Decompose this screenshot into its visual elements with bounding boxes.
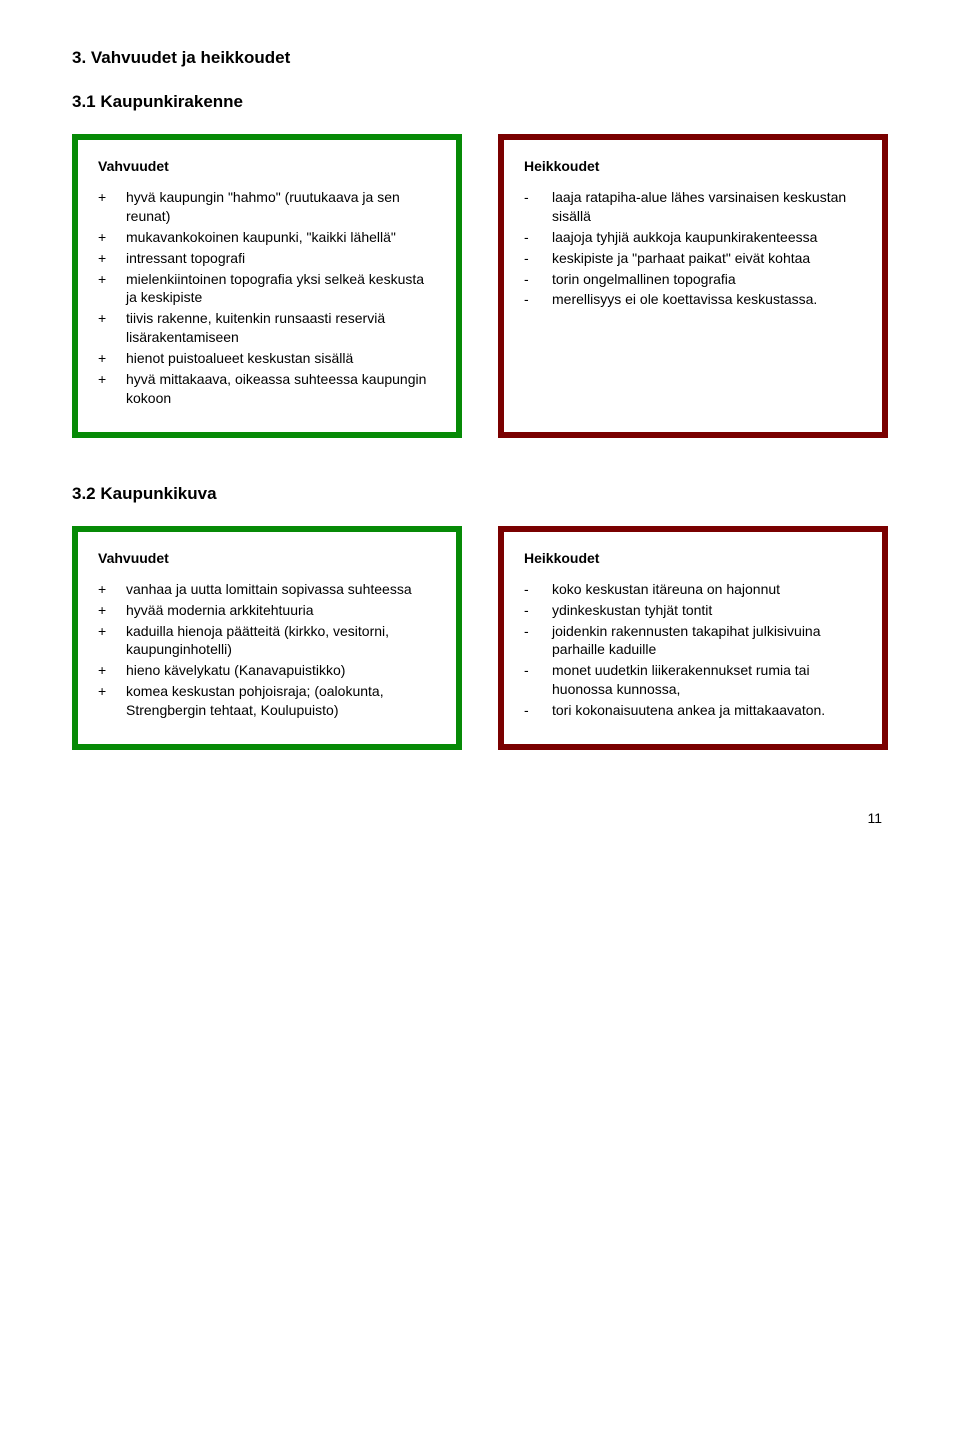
list-item-text: keskipiste ja "parhaat paikat" eivät koh… [552,249,862,268]
list-item: +vanhaa ja uutta lomittain sopivassa suh… [98,580,436,599]
list-item: -keskipiste ja "parhaat paikat" eivät ko… [524,249,862,268]
list-item-text: hyvä kaupungin "hahmo" (ruutukaava ja se… [126,188,436,226]
list-item-text: merellisyys ei ole koettavissa keskustas… [552,290,862,309]
list-marker: - [524,601,552,620]
list-item-text: laajoja tyhjiä aukkoja kaupunkirakentees… [552,228,862,247]
list-item: +hienot puistoalueet keskustan sisällä [98,349,436,368]
subsection-3-1-heading: 3.1 Kaupunkirakenne [72,92,888,112]
list-item: -joidenkin rakennusten takapihat julkisi… [524,622,862,660]
list-marker: - [524,622,552,660]
list-item-text: hyvä mittakaava, oikeassa suhteessa kaup… [126,370,436,408]
list-item: -koko keskustan itäreuna on hajonnut [524,580,862,599]
list-item-text: tori kokonaisuutena ankea ja mittakaavat… [552,701,862,720]
heikkoudet-title-3-2: Heikkoudet [524,550,862,566]
list-marker: + [98,682,126,720]
list-item: -laaja ratapiha-alue lähes varsinaisen k… [524,188,862,226]
list-marker: - [524,701,552,720]
list-marker: + [98,228,126,247]
list-item-text: intressant topografi [126,249,436,268]
list-item: -monet uudetkin liikerakennukset rumia t… [524,661,862,699]
list-item-text: laaja ratapiha-alue lähes varsinaisen ke… [552,188,862,226]
subsection-3-2-heading: 3.2 Kaupunkikuva [72,484,888,504]
list-item: -tori kokonaisuutena ankea ja mittakaava… [524,701,862,720]
list-item-text: hyvää modernia arkkitehtuuria [126,601,436,620]
list-marker: + [98,249,126,268]
list-marker: + [98,622,126,660]
list-item-text: hienot puistoalueet keskustan sisällä [126,349,436,368]
row-3-2: Vahvuudet +vanhaa ja uutta lomittain sop… [72,526,888,750]
heikkoudet-list-3-2: -koko keskustan itäreuna on hajonnut-ydi… [524,580,862,720]
vahvuudet-title-3-1: Vahvuudet [98,158,436,174]
list-marker: - [524,228,552,247]
list-item-text: mielenkiintoinen topografia yksi selkeä … [126,270,436,308]
list-marker: + [98,349,126,368]
list-item: +tiivis rakenne, kuitenkin runsaasti res… [98,309,436,347]
list-marker: + [98,188,126,226]
list-item-text: tiivis rakenne, kuitenkin runsaasti rese… [126,309,436,347]
list-marker: - [524,661,552,699]
list-item: +intressant topografi [98,249,436,268]
list-marker: - [524,580,552,599]
list-item: +mukavankokoinen kaupunki, "kaikki lähel… [98,228,436,247]
list-item: -merellisyys ei ole koettavissa keskusta… [524,290,862,309]
heikkoudet-list-3-1: -laaja ratapiha-alue lähes varsinaisen k… [524,188,862,309]
list-marker: - [524,270,552,289]
list-item-text: torin ongelmallinen topografia [552,270,862,289]
heikkoudet-title-3-1: Heikkoudet [524,158,862,174]
row-3-1: Vahvuudet +hyvä kaupungin "hahmo" (ruutu… [72,134,888,438]
list-item-text: monet uudetkin liikerakennukset rumia ta… [552,661,862,699]
list-item: +kaduilla hienoja päätteitä (kirkko, ves… [98,622,436,660]
list-item: -torin ongelmallinen topografia [524,270,862,289]
list-marker: - [524,188,552,226]
list-marker: + [98,370,126,408]
list-item: -laajoja tyhjiä aukkoja kaupunkirakentee… [524,228,862,247]
list-item-text: ydinkeskustan tyhjät tontit [552,601,862,620]
list-item: +hieno kävelykatu (Kanavapuistikko) [98,661,436,680]
list-item: -ydinkeskustan tyhjät tontit [524,601,862,620]
section-heading: 3. Vahvuudet ja heikkoudet [72,48,888,68]
list-item: +hyvä mittakaava, oikeassa suhteessa kau… [98,370,436,408]
list-item: +hyvää modernia arkkitehtuuria [98,601,436,620]
list-item-text: kaduilla hienoja päätteitä (kirkko, vesi… [126,622,436,660]
heikkoudet-box-3-1: Heikkoudet -laaja ratapiha-alue lähes va… [498,134,888,438]
list-marker: - [524,249,552,268]
list-item-text: mukavankokoinen kaupunki, "kaikki lähell… [126,228,436,247]
list-item-text: koko keskustan itäreuna on hajonnut [552,580,862,599]
list-marker: + [98,270,126,308]
list-item-text: komea keskustan pohjoisraja; (oalokunta,… [126,682,436,720]
page-number: 11 [72,810,888,826]
list-marker: + [98,580,126,599]
list-marker: + [98,601,126,620]
list-item-text: vanhaa ja uutta lomittain sopivassa suht… [126,580,436,599]
list-marker: + [98,661,126,680]
vahvuudet-box-3-2: Vahvuudet +vanhaa ja uutta lomittain sop… [72,526,462,750]
list-item-text: joidenkin rakennusten takapihat julkisiv… [552,622,862,660]
heikkoudet-box-3-2: Heikkoudet -koko keskustan itäreuna on h… [498,526,888,750]
list-item: +komea keskustan pohjoisraja; (oalokunta… [98,682,436,720]
list-marker: + [98,309,126,347]
list-item-text: hieno kävelykatu (Kanavapuistikko) [126,661,436,680]
list-item: +mielenkiintoinen topografia yksi selkeä… [98,270,436,308]
list-marker: - [524,290,552,309]
vahvuudet-title-3-2: Vahvuudet [98,550,436,566]
vahvuudet-list-3-2: +vanhaa ja uutta lomittain sopivassa suh… [98,580,436,720]
vahvuudet-box-3-1: Vahvuudet +hyvä kaupungin "hahmo" (ruutu… [72,134,462,438]
vahvuudet-list-3-1: +hyvä kaupungin "hahmo" (ruutukaava ja s… [98,188,436,408]
list-item: +hyvä kaupungin "hahmo" (ruutukaava ja s… [98,188,436,226]
